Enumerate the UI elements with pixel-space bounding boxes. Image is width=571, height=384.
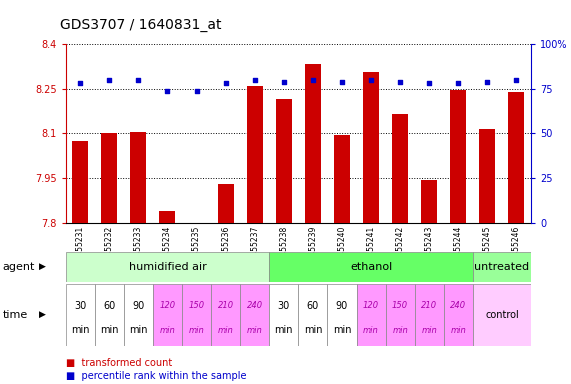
Text: min: min — [71, 325, 90, 335]
Text: min: min — [304, 325, 322, 335]
Point — [337, 79, 347, 85]
Text: 210: 210 — [421, 301, 437, 310]
Point — [425, 80, 434, 86]
Bar — [392, 114, 408, 223]
Text: min: min — [218, 326, 234, 335]
Text: min: min — [159, 326, 175, 335]
Text: ▶: ▶ — [39, 262, 46, 271]
Text: min: min — [188, 326, 204, 335]
Point — [367, 77, 376, 83]
Bar — [334, 135, 350, 223]
Text: min: min — [247, 326, 263, 335]
Bar — [159, 211, 175, 223]
Bar — [124, 284, 153, 346]
Bar — [473, 252, 531, 282]
Bar — [298, 284, 327, 346]
Bar — [66, 252, 270, 282]
Bar — [95, 284, 124, 346]
Text: 30: 30 — [74, 301, 86, 311]
Bar — [421, 180, 437, 223]
Text: min: min — [421, 326, 437, 335]
Bar — [270, 252, 473, 282]
Text: agent: agent — [3, 262, 35, 272]
Text: control: control — [485, 310, 519, 320]
Text: 60: 60 — [103, 301, 115, 311]
Text: ■  percentile rank within the sample: ■ percentile rank within the sample — [66, 371, 246, 381]
Bar — [480, 129, 496, 223]
Point — [512, 77, 521, 83]
Bar — [247, 86, 263, 223]
Bar — [130, 132, 146, 223]
Text: min: min — [451, 326, 466, 335]
Point — [454, 80, 463, 86]
Text: 30: 30 — [278, 301, 290, 311]
Text: 150: 150 — [392, 301, 408, 310]
Point — [163, 88, 172, 94]
Bar — [451, 90, 467, 223]
Text: untreated: untreated — [475, 262, 529, 272]
Point — [396, 79, 405, 85]
Text: 150: 150 — [188, 301, 204, 310]
Bar — [270, 284, 298, 346]
Point — [192, 88, 201, 94]
Text: 90: 90 — [336, 301, 348, 311]
Bar — [182, 284, 211, 346]
Bar — [385, 284, 415, 346]
Text: 240: 240 — [451, 301, 467, 310]
Bar — [218, 184, 234, 223]
Point — [483, 79, 492, 85]
Bar — [444, 284, 473, 346]
Text: ▶: ▶ — [39, 310, 46, 319]
Bar — [101, 133, 117, 223]
Text: 60: 60 — [307, 301, 319, 311]
Point — [104, 77, 114, 83]
Text: min: min — [129, 325, 148, 335]
Bar — [415, 284, 444, 346]
Bar — [72, 141, 88, 223]
Bar — [153, 284, 182, 346]
Text: humidified air: humidified air — [128, 262, 206, 272]
Text: ■  transformed count: ■ transformed count — [66, 358, 172, 368]
Point — [75, 80, 85, 86]
Text: min: min — [333, 325, 351, 335]
Text: 240: 240 — [247, 301, 263, 310]
Text: ethanol: ethanol — [350, 262, 392, 272]
Bar — [473, 284, 531, 346]
Text: 120: 120 — [363, 301, 379, 310]
Text: min: min — [275, 325, 293, 335]
Bar — [66, 284, 95, 346]
Bar — [305, 63, 321, 223]
Point — [308, 77, 317, 83]
Text: GDS3707 / 1640831_at: GDS3707 / 1640831_at — [60, 18, 222, 32]
Point — [134, 77, 143, 83]
Point — [279, 79, 288, 85]
Text: 90: 90 — [132, 301, 144, 311]
Bar — [509, 92, 525, 223]
Text: min: min — [363, 326, 379, 335]
Bar — [276, 99, 292, 223]
Text: min: min — [392, 326, 408, 335]
Text: min: min — [100, 325, 119, 335]
Bar — [327, 284, 356, 346]
Text: 210: 210 — [218, 301, 234, 310]
Bar — [356, 284, 385, 346]
Bar — [211, 284, 240, 346]
Point — [250, 77, 259, 83]
Text: 120: 120 — [159, 301, 175, 310]
Bar — [240, 284, 270, 346]
Text: time: time — [3, 310, 28, 320]
Bar — [363, 73, 379, 223]
Point — [221, 80, 230, 86]
